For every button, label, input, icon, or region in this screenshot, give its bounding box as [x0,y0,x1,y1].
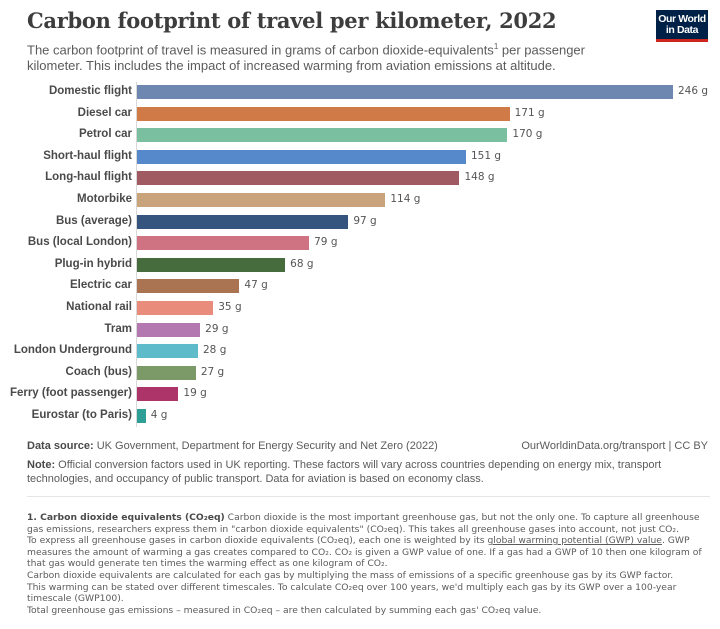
bar-label: Long-haul flight [45,171,132,184]
bar-row[interactable]: Electric car 47 g [0,276,720,298]
bar-row[interactable]: Bus (local London) 79 g [0,233,720,255]
bar-value-label: 35 g [218,301,242,313]
bar[interactable] [137,344,198,359]
bar-value-label: 114 g [390,193,421,205]
bar[interactable] [137,149,466,164]
bar-value-label: 171 g [514,106,545,119]
bar-label: Coach (bus) [65,365,132,378]
bar-value-label: 148 g [464,171,495,184]
footnote-heading: 1. Carbon dioxide equivalents (CO₂eq) [27,512,225,523]
logo-line-2: in Data [665,23,699,36]
bar-row[interactable]: Bus (average) 97 g [0,212,720,234]
footnote-p4: This warming can be stated over differen… [27,581,677,605]
bar-label: Plug-in hybrid [54,257,132,270]
bar-row[interactable]: Long-haul flight 148 g [0,168,720,190]
bar-value-label: 246 g [678,85,709,97]
bar[interactable] [137,236,310,251]
bar[interactable] [137,322,201,337]
bar-row[interactable]: Ferry (foot passenger) 19 g [0,384,720,406]
bar-label: National rail [66,301,132,313]
bar-label: Bus (average) [55,214,132,227]
bar-label: Diesel car [77,106,132,119]
note-text: Official conversion factors used in UK r… [27,459,662,485]
bar-chart: Domestic flight 246 g Diesel car 171 g Petro… [0,82,720,430]
subtitle-text: The carbon footprint of travel is measur… [27,42,494,58]
chart-subtitle: The carbon footprint of travel is measur… [27,39,637,73]
bar-label: London Underground [13,344,132,357]
data-source: Data source: UK Government, Department f… [27,440,438,452]
footnote-p5: Total greenhouse gas emissions – measure… [27,604,542,616]
bar-row[interactable]: Tram 29 g [0,320,720,342]
bar-value-label: 4 g [150,409,168,421]
bar[interactable] [137,365,196,380]
gwp-link[interactable]: global warming potential (GWP) value [487,535,662,547]
chart-note: Note: Official conversion factors used i… [27,458,687,486]
footnote-p2a: To express all greenhouse gases in carbo… [27,535,488,547]
bar-value-label: 19 g [183,387,207,400]
footnote-p3: Carbon dioxide equivalents are calculate… [27,569,674,581]
bar-value-label: 68 g [290,257,314,270]
y-axis-line [136,82,137,427]
source-label: Data source: [27,440,94,452]
source-url-link[interactable]: OurWorldinData.org/transport | CC BY [521,440,708,452]
bar[interactable] [137,128,508,143]
source-text: UK Government, Department for Energy Sec… [93,440,438,452]
bar-label: Short-haul flight [43,149,132,162]
bar-value-label: 27 g [200,365,225,378]
note-label: Note: [27,459,56,471]
bar[interactable] [137,85,673,99]
bar-row[interactable]: Short-haul flight 151 g [0,147,720,169]
bar-row[interactable]: National rail 35 g [0,298,720,320]
bar-row[interactable]: Eurostar (to Paris) 4 g [0,406,720,428]
bar-value-label: 29 g [205,322,229,335]
chart-title: Carbon footprint of travel per kilometer… [27,8,557,33]
bar-value-label: 97 g [353,214,377,227]
subtitle-text-cont: per passenger kilometer. This includes t… [27,42,585,73]
bar-label: Bus (local London) [27,236,132,249]
bar[interactable] [137,301,214,315]
bar-label: Tram [104,322,133,335]
bar-label: Eurostar (to Paris) [31,409,132,421]
bar-row[interactable]: London Underground 28 g [0,341,720,363]
bar-value-label: 170 g [512,128,543,141]
divider [27,496,710,497]
footnote-ref[interactable]: 1 [493,42,499,51]
bar[interactable] [137,214,349,229]
bar-row[interactable]: Plug-in hybrid 68 g [0,255,720,277]
footnote-p1: Carbon dioxide is the most important gre… [27,512,700,535]
bar-label: Ferry (foot passenger) [9,387,132,400]
bar-value-label: 79 g [314,236,338,249]
bar-label: Electric car [69,279,132,292]
owid-logo[interactable]: Our World in Data [656,10,708,42]
bar-label: Petrol car [78,128,132,141]
footnote-p2b: . GWP measures the amount of warming a g… [27,535,702,570]
bar-value-label: 47 g [244,279,268,292]
bar[interactable] [137,106,510,121]
footnote: 1. Carbon dioxide equivalents (CO₂eq) Ca… [27,512,712,616]
logo-line-1: Our World [658,12,706,25]
bar-label: Motorbike [77,193,132,205]
bar-row[interactable]: Diesel car 171 g [0,104,720,126]
bar[interactable] [137,171,460,186]
bar-value-label: 151 g [471,149,502,162]
bar[interactable] [137,257,286,272]
bar[interactable] [137,193,386,207]
bar[interactable] [137,409,146,423]
bar[interactable] [137,279,240,294]
bar-label: Domestic flight [48,85,132,97]
bar-value-label: 28 g [203,344,227,357]
bar[interactable] [137,387,179,402]
bar-row[interactable]: Motorbike 114 g [0,190,720,212]
bar-row[interactable]: Coach (bus) 27 g [0,363,720,385]
bar-row[interactable]: Petrol car 170 g [0,125,720,147]
bar-row[interactable]: Domestic flight 246 g [0,82,720,104]
